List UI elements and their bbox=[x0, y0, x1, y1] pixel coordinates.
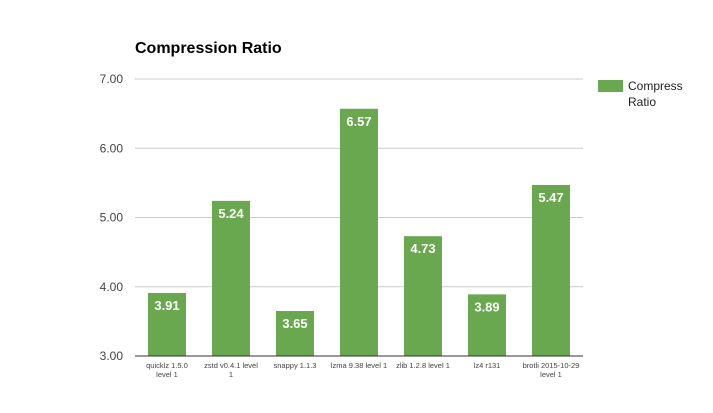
y-tick-label: 4.00 bbox=[100, 280, 124, 294]
data-label: 5.47 bbox=[538, 190, 563, 205]
bar bbox=[276, 310, 314, 356]
legend-swatch bbox=[598, 80, 623, 92]
x-tick-label: 1 bbox=[229, 370, 233, 379]
data-label: 4.73 bbox=[410, 241, 435, 256]
y-tick-label: 7.00 bbox=[100, 72, 124, 86]
bar bbox=[532, 184, 570, 356]
x-tick-label: brotli 2015-10-29 bbox=[523, 361, 580, 370]
bar bbox=[148, 292, 186, 356]
x-tick-label: quicklz 1.5.0 bbox=[146, 361, 188, 370]
bar bbox=[212, 200, 250, 356]
bar bbox=[340, 108, 378, 356]
chart-title: Compression Ratio bbox=[135, 40, 282, 57]
data-label: 3.89 bbox=[474, 299, 499, 314]
data-label: 3.65 bbox=[282, 316, 307, 331]
x-tick-label: lz4 r131 bbox=[474, 361, 501, 370]
data-label: 6.57 bbox=[346, 114, 371, 129]
x-tick-label: level 1 bbox=[540, 370, 562, 379]
y-tick-label: 3.00 bbox=[100, 349, 124, 363]
x-tick-label: zlib 1.2.8 level 1 bbox=[396, 361, 450, 370]
data-label: 3.91 bbox=[154, 298, 179, 313]
x-tick-label: zstd v0.4.1 level bbox=[204, 361, 258, 370]
x-tick-label: snappy 1.1.3 bbox=[274, 361, 317, 370]
y-tick-label: 6.00 bbox=[100, 141, 124, 155]
bar bbox=[404, 236, 442, 356]
y-tick-label: 5.00 bbox=[100, 211, 124, 225]
bar bbox=[468, 294, 506, 356]
data-label: 5.24 bbox=[218, 206, 244, 221]
legend-label: Compress Ratio bbox=[628, 79, 683, 109]
x-tick-label: lzma 9.38 level 1 bbox=[331, 361, 387, 370]
chart-legend: Compress Ratio bbox=[598, 78, 698, 110]
x-tick-label: level 1 bbox=[156, 370, 178, 379]
